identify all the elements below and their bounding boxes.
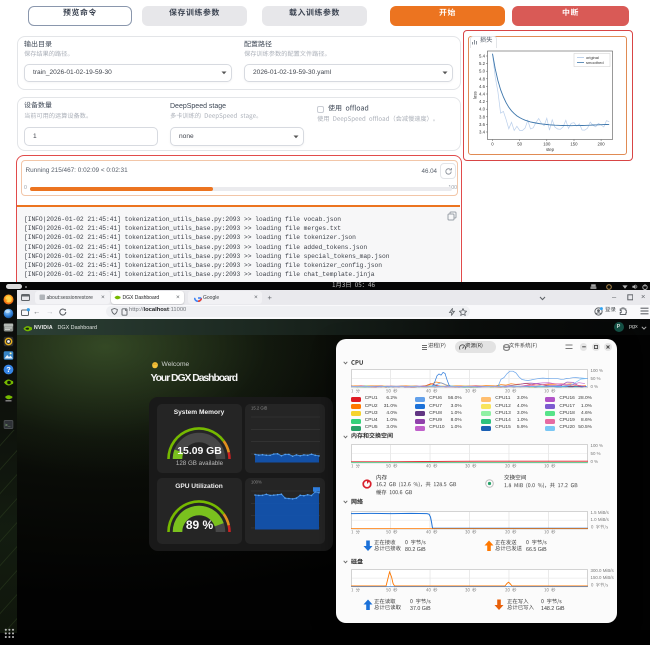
svg-text:4.6: 4.6 (479, 84, 486, 89)
svg-text:4.2: 4.2 (479, 99, 486, 104)
svg-text:4.8: 4.8 (479, 76, 486, 81)
svg-text:5.2: 5.2 (479, 61, 486, 66)
svg-text:5.0: 5.0 (479, 69, 486, 74)
svg-text:step: step (546, 147, 555, 152)
svg-text:smoothed: smoothed (586, 60, 604, 65)
svg-text:5.4: 5.4 (479, 54, 486, 59)
svg-text:15.2 GiB: 15.2 GiB (251, 406, 268, 411)
svg-text:200: 200 (598, 142, 606, 147)
svg-text:?: ? (6, 365, 11, 374)
svg-text:loss: loss (473, 91, 478, 99)
svg-text:original: original (586, 55, 599, 60)
svg-text:4.0: 4.0 (479, 107, 486, 112)
svg-text:>_: >_ (5, 423, 11, 429)
svg-text:50: 50 (517, 142, 522, 147)
svg-text:100%: 100% (251, 480, 262, 485)
svg-text:0: 0 (491, 142, 494, 147)
svg-text:150: 150 (570, 142, 578, 147)
svg-text:3.6: 3.6 (479, 122, 486, 127)
svg-text:4.4: 4.4 (479, 92, 486, 97)
svg-text:3.8: 3.8 (479, 114, 486, 119)
svg-text:100: 100 (543, 142, 551, 147)
svg-text:3.4: 3.4 (479, 130, 486, 135)
